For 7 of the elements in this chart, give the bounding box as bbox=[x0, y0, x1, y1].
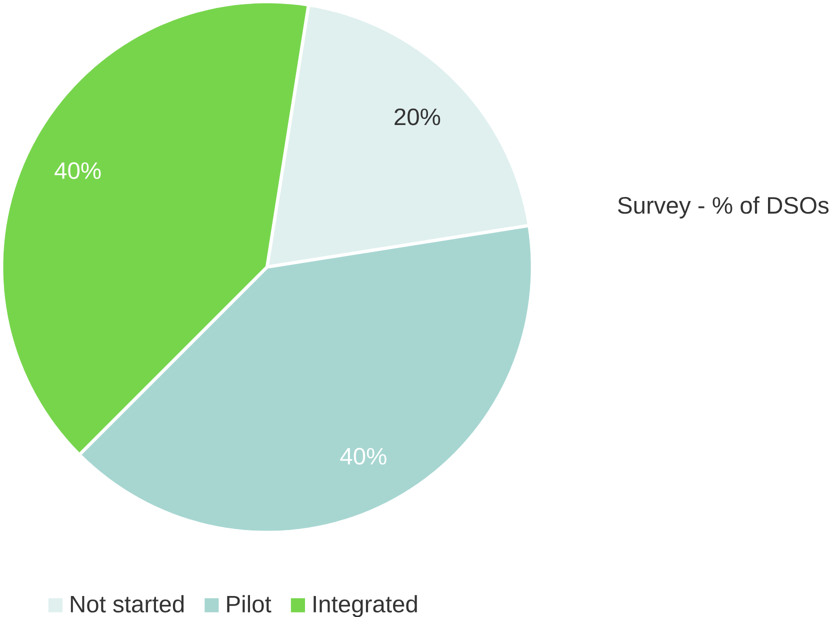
legend-label: Not started bbox=[70, 594, 184, 612]
text: Survey - % of DSOs bbox=[618, 196, 829, 218]
data-label: 40% bbox=[54, 162, 101, 179]
data-label: 40% bbox=[340, 448, 386, 465]
legend-label: Pilot bbox=[227, 594, 272, 612]
data-label: 20% bbox=[394, 108, 440, 126]
legend-label: Integrated bbox=[314, 594, 417, 617]
